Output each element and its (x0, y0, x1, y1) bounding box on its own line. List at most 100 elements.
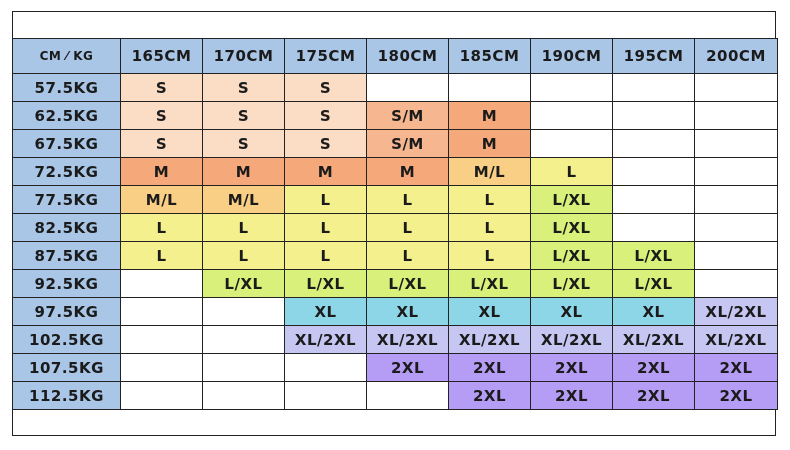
weight-label: 97.5KG (12, 297, 121, 326)
weight-label: 67.5KG (12, 129, 121, 158)
size-cell: L/XL (530, 269, 613, 298)
empty-cell (448, 73, 531, 102)
height-header: 170CM (202, 38, 285, 74)
size-cell: S (284, 101, 367, 130)
empty-cell (530, 73, 613, 102)
size-cell: L (120, 241, 203, 270)
size-cell: S (202, 73, 285, 102)
table-row: 97.5KG XL XL XL XL XL XL/2XL (12, 297, 778, 326)
size-cell: L (366, 213, 449, 242)
size-cell: 2XL (448, 381, 531, 410)
table-row: 82.5KG L L L L L L/XL (12, 213, 778, 242)
table-row: 77.5KG M/L M/L L L L L/XL (12, 185, 778, 214)
size-cell: L/XL (448, 269, 531, 298)
size-cell: L (284, 185, 367, 214)
empty-cell (530, 101, 613, 130)
size-cell: S (202, 129, 285, 158)
size-cell: M (202, 157, 285, 186)
weight-label: 102.5KG (12, 325, 121, 354)
empty-cell (612, 73, 695, 102)
size-cell: XL (448, 297, 531, 326)
empty-cell (694, 213, 778, 242)
height-header: 180CM (366, 38, 449, 74)
size-cell: M (366, 157, 449, 186)
size-cell: L/XL (530, 241, 613, 270)
empty-cell (120, 381, 203, 410)
table-row: 102.5KG XL/2XL XL/2XL XL/2XL XL/2XL XL/2XL XL/… (12, 325, 778, 354)
size-cell: M/L (202, 185, 285, 214)
height-header: 175CM (284, 38, 367, 74)
empty-cell (694, 185, 778, 214)
empty-cell (694, 101, 778, 130)
size-cell: M (448, 129, 531, 158)
empty-cell (284, 353, 367, 382)
table-row: 87.5KG L L L L L L/XL L/XL (12, 241, 778, 270)
size-cell: L (448, 241, 531, 270)
size-cell: S (284, 73, 367, 102)
size-cell: M/L (120, 185, 203, 214)
header-row: CM ⁄ KG 165CM 170CM 175CM 180CM 185CM 190CM 19… (12, 38, 778, 74)
size-cell: XL/2XL (612, 325, 695, 354)
weight-label: 107.5KG (12, 353, 121, 382)
size-cell: S (202, 101, 285, 130)
size-cell: L (448, 213, 531, 242)
size-cell: XL (612, 297, 695, 326)
table-row: 62.5KG S S S S/M M (12, 101, 778, 130)
empty-cell (612, 101, 695, 130)
empty-cell (694, 129, 778, 158)
empty-cell (202, 325, 285, 354)
size-cell: L/XL (530, 185, 613, 214)
size-chart-table: CM ⁄ KG 165CM 170CM 175CM 180CM 185CM 190CM 19… (12, 38, 778, 410)
size-cell: S (284, 129, 367, 158)
size-cell: L (284, 241, 367, 270)
size-cell: L (202, 213, 285, 242)
empty-cell (120, 269, 203, 298)
height-header: 165CM (120, 38, 203, 74)
table-row: 72.5KG M M M M M/L L (12, 157, 778, 186)
empty-cell (694, 241, 778, 270)
size-cell: XL/2XL (448, 325, 531, 354)
size-cell: 2XL (612, 353, 695, 382)
empty-cell (366, 381, 449, 410)
empty-cell (284, 381, 367, 410)
size-cell: M/L (448, 157, 531, 186)
empty-cell (366, 73, 449, 102)
table-row: 57.5KG S S S (12, 73, 778, 102)
table-row: 107.5KG 2XL 2XL 2XL 2XL 2XL (12, 353, 778, 382)
size-cell: L/XL (202, 269, 285, 298)
size-cell: XL/2XL (530, 325, 613, 354)
size-cell: L/XL (612, 269, 695, 298)
size-cell: M (284, 157, 367, 186)
size-cell: M (120, 157, 203, 186)
table-row: 67.5KG S S S S/M M (12, 129, 778, 158)
size-cell: L (448, 185, 531, 214)
size-cell: L (202, 241, 285, 270)
empty-cell (120, 353, 203, 382)
size-cell: XL (284, 297, 367, 326)
size-cell: XL (366, 297, 449, 326)
empty-cell (202, 353, 285, 382)
size-cell: 2XL (530, 353, 613, 382)
weight-label: 77.5KG (12, 185, 121, 214)
weight-label: 82.5KG (12, 213, 121, 242)
table-row: 92.5KG L/XL L/XL L/XL L/XL L/XL L/XL (12, 269, 778, 298)
weight-label: 72.5KG (12, 157, 121, 186)
size-cell: 2XL (694, 381, 778, 410)
empty-cell (612, 129, 695, 158)
height-header: 195CM (612, 38, 695, 74)
size-cell: L/XL (284, 269, 367, 298)
size-cell: XL/2XL (694, 297, 778, 326)
empty-cell (202, 381, 285, 410)
size-cell: 2XL (448, 353, 531, 382)
weight-label: 87.5KG (12, 241, 121, 270)
empty-cell (694, 157, 778, 186)
height-header: 200CM (694, 38, 778, 74)
empty-cell (202, 297, 285, 326)
size-cell: L (120, 213, 203, 242)
weight-label: 112.5KG (12, 381, 121, 410)
size-cell: 2XL (530, 381, 613, 410)
size-cell: L/XL (366, 269, 449, 298)
size-cell: S (120, 101, 203, 130)
size-cell: 2XL (694, 353, 778, 382)
weight-label: 57.5KG (12, 73, 121, 102)
